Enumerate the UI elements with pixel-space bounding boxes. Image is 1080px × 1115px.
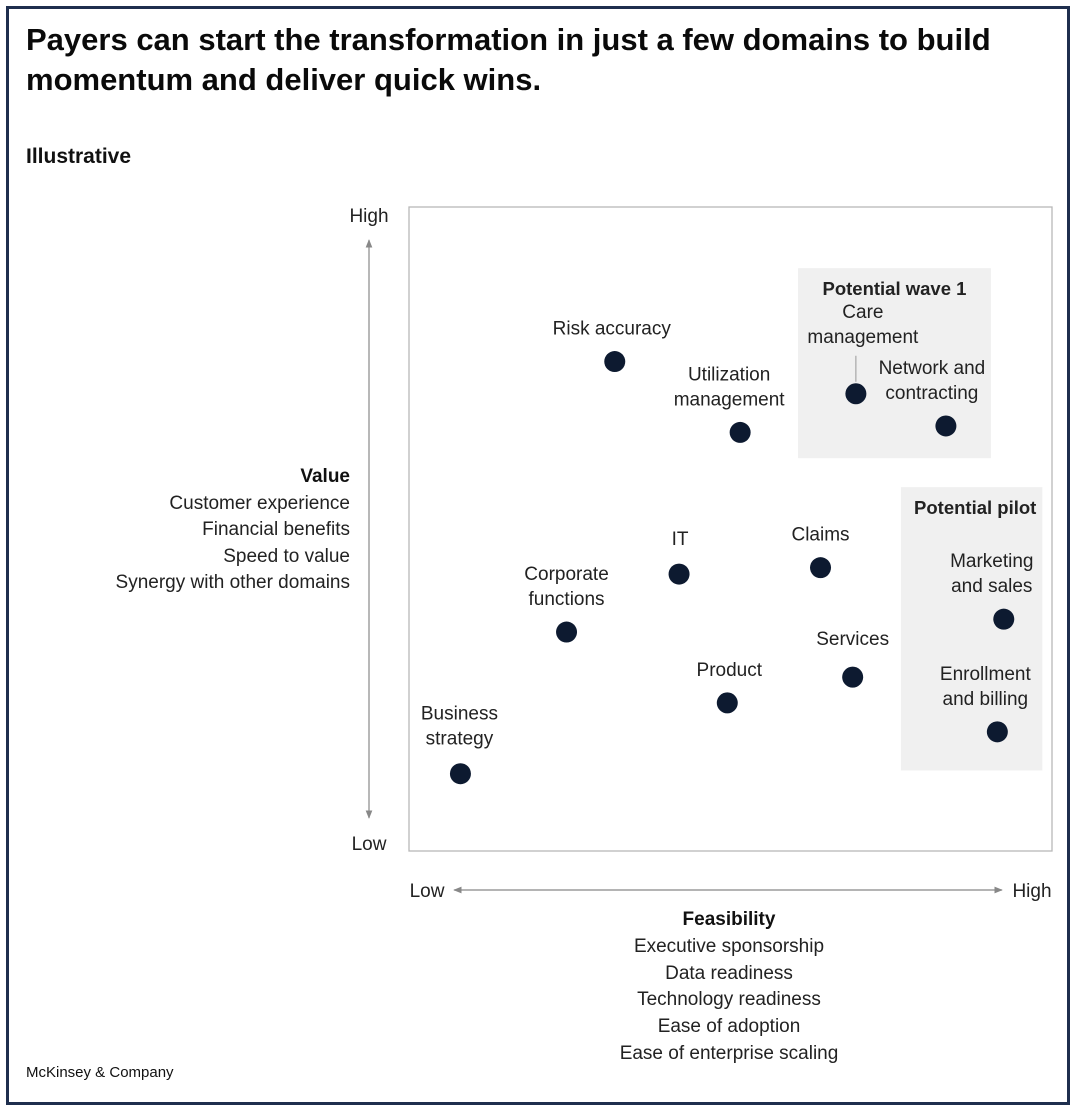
point-label-network-and-contracting: Network and contracting xyxy=(879,358,986,404)
chart-subtitle: Illustrative xyxy=(26,145,132,168)
group-region-potential-pilot xyxy=(900,487,1043,771)
point-it xyxy=(668,563,690,585)
point-corporate-functions xyxy=(556,621,578,643)
point-label-corporate-functions: Corporate functions xyxy=(524,564,609,610)
x-axis-title: Feasibility xyxy=(682,909,776,930)
value-driver-customer-experience: Customer experience xyxy=(169,492,350,514)
point-enrollment-and-billing xyxy=(986,721,1008,743)
y-axis-legend: Value Customer experience Financial benef… xyxy=(116,464,350,597)
x-axis-high-label: High xyxy=(1012,881,1051,902)
x-axis-drivers: Executive sponsorship Data readiness Techn… xyxy=(620,934,839,1068)
point-marketing-and-sales xyxy=(993,608,1015,630)
point-claims xyxy=(810,557,832,579)
point-label-product: Product xyxy=(697,660,763,681)
plot-area xyxy=(408,206,1053,852)
feasibility-driver-ease-of-adoption: Ease of adoption xyxy=(657,1016,801,1038)
point-product xyxy=(716,692,738,714)
point-label-utilization-management: Utilization management xyxy=(674,364,786,410)
point-label-services: Services xyxy=(816,629,889,650)
point-label-enrollment-and-billing: Enrollment and billing xyxy=(940,664,1032,710)
group-label-potential-pilot: Potential pilot xyxy=(914,497,1036,518)
point-label-care-management: Care management xyxy=(807,302,919,348)
feasibility-driver-executive-sponsorship: Executive sponsorship xyxy=(633,935,825,957)
point-care-management xyxy=(845,383,867,405)
point-label-marketing-and-sales: Marketing and sales xyxy=(950,551,1033,597)
chart-title: Payers can start the transformation in j… xyxy=(26,22,991,97)
data-points: Risk accuracy Utilization management Care ma… xyxy=(421,302,1033,785)
source-footer: McKinsey & Company xyxy=(26,1064,174,1081)
value-driver-financial-benefits: Financial benefits xyxy=(202,519,350,540)
x-axis-low-label: Low xyxy=(410,881,445,902)
x-axis-legend: Feasibility Executive sponsorship Data re… xyxy=(620,907,839,1068)
point-network-and-contracting xyxy=(935,415,957,437)
group-region-potential-wave-1 xyxy=(798,268,991,459)
point-services xyxy=(842,666,864,688)
y-axis-title: Value xyxy=(300,466,350,487)
point-label-risk-accuracy: Risk accuracy xyxy=(553,319,672,340)
axes: High Low Low High xyxy=(349,206,1051,902)
y-axis-low-label: Low xyxy=(352,834,387,855)
group-regions: Potential wave 1 Potential pilot xyxy=(798,268,1043,771)
group-label-potential-wave-1: Potential wave 1 xyxy=(822,278,966,299)
point-utilization-management xyxy=(729,421,751,443)
y-axis-drivers: Customer experience Financial benefits Spe… xyxy=(116,491,350,597)
feasibility-driver-ease-of-enterprise-scaling: Ease of enterprise scaling xyxy=(619,1042,839,1064)
point-business-strategy xyxy=(449,763,471,785)
point-label-it: IT xyxy=(672,529,689,550)
figure-frame xyxy=(6,6,1070,1105)
point-label-business-strategy: Business strategy xyxy=(421,704,498,750)
value-driver-speed-to-value: Speed to value xyxy=(223,545,350,567)
feasibility-driver-technology-readiness: Technology readiness xyxy=(637,989,821,1011)
y-axis-high-label: High xyxy=(349,206,388,227)
point-label-claims: Claims xyxy=(791,525,849,546)
point-risk-accuracy xyxy=(604,351,626,373)
value-driver-synergy-with-other-domains: Synergy with other domains xyxy=(115,572,350,593)
feasibility-driver-data-readiness: Data readiness xyxy=(665,962,793,984)
